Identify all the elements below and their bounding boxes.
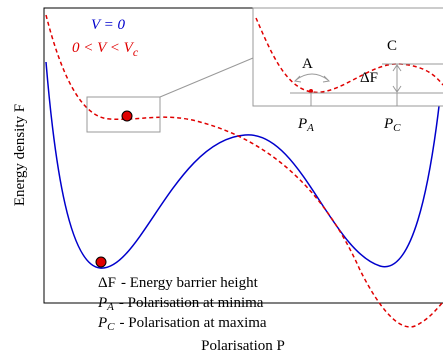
inset-dot (309, 89, 313, 93)
oscillation-arrow (295, 73, 329, 81)
arrow-heads (392, 64, 402, 93)
subscript: A (106, 301, 114, 313)
symbol: P (297, 116, 307, 132)
state-dot (95, 256, 107, 268)
plot-frame (43, 7, 443, 304)
note-text: - Polarisation at minima (119, 295, 264, 311)
label-a: A (302, 56, 313, 72)
symbol: P (97, 295, 107, 311)
zoom-box (86, 96, 161, 133)
legend-blue: V = 0 (91, 17, 126, 33)
label-pa: PA (297, 116, 314, 134)
note: PA - Polarisation at minima (97, 295, 264, 313)
note: PC - Polarisation at maxima (97, 315, 267, 333)
subscript: C (107, 321, 115, 333)
legend-text: 0 < V < V (72, 40, 135, 56)
symbol: ΔF (98, 275, 116, 291)
note-text: - Polarisation at maxima (120, 315, 267, 331)
curve-v0 (45, 61, 443, 269)
symbol: P (97, 315, 107, 331)
zoom-connector (159, 57, 254, 98)
curve-v-small (45, 14, 443, 328)
note-text: - Energy barrier height (121, 275, 259, 291)
note: ΔF - Energy barrier height (98, 275, 259, 291)
subscript: C (393, 122, 401, 134)
subscript: c (133, 45, 139, 59)
label-pc: PC (383, 116, 401, 134)
state-dot (121, 110, 133, 122)
y-axis-label: Energy density F (12, 104, 28, 206)
x-axis-label: Polarisation P (201, 338, 285, 354)
symbol: P (383, 116, 393, 132)
label-barrier: ΔF (360, 70, 378, 86)
inset (252, 7, 443, 107)
subscript: A (306, 122, 314, 134)
label-c: C (387, 38, 397, 54)
inset-curve (255, 17, 443, 93)
arrow-heads (293, 75, 331, 83)
legend-red: 0 < V < Vc (72, 40, 139, 59)
